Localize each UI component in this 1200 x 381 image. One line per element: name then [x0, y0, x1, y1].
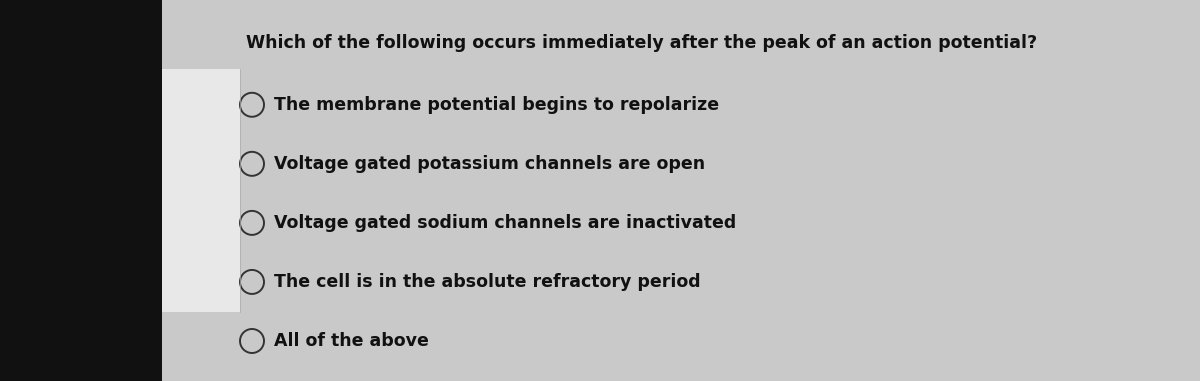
Text: Which of the following occurs immediately after the peak of an action potential?: Which of the following occurs immediatel… — [246, 34, 1037, 52]
Text: The membrane potential begins to repolarize: The membrane potential begins to repolar… — [274, 96, 719, 114]
Bar — [0, 0, 162, 381]
Text: All of the above: All of the above — [274, 332, 428, 350]
Text: The cell is in the absolute refractory period: The cell is in the absolute refractory p… — [274, 273, 701, 291]
Bar — [162, 69, 240, 312]
Text: Voltage gated potassium channels are open: Voltage gated potassium channels are ope… — [274, 155, 704, 173]
Text: Voltage gated sodium channels are inactivated: Voltage gated sodium channels are inacti… — [274, 214, 736, 232]
